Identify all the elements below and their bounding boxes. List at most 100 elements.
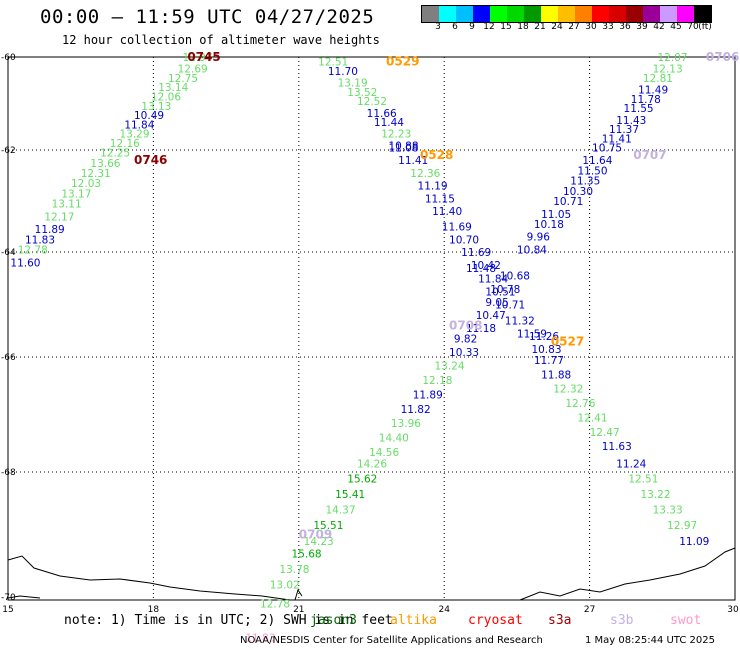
colorbar-label: 36 — [619, 22, 631, 32]
track-label: 0529 — [386, 55, 419, 69]
swh-value: 11.40 — [432, 206, 462, 218]
colorbar-swatch — [575, 6, 592, 22]
swh-value: 10.30 — [563, 186, 593, 198]
swh-value: 12.51 — [628, 473, 658, 485]
swh-value: 9.82 — [454, 334, 477, 346]
swh-value: 11.69 — [461, 247, 491, 259]
swh-value: 12.78 — [260, 598, 290, 610]
colorbar-swatch — [677, 6, 694, 22]
colorbar-swatch — [541, 6, 558, 22]
swh-value: 15.62 — [347, 473, 377, 485]
swh-value: 10.71 — [495, 300, 525, 312]
colorbar-label: 9 — [469, 22, 475, 32]
track-label: 0706 — [706, 50, 739, 64]
swh-value: 11.50 — [577, 165, 607, 177]
colorbar-label: 15 — [500, 22, 512, 32]
colorbar-label: 42 — [653, 22, 665, 32]
colorbar-swatch — [439, 6, 456, 22]
colorbar-swatch — [524, 6, 541, 22]
lat-tick-label: -62 — [1, 146, 16, 156]
colorbar-label: 30 — [585, 22, 597, 32]
swh-value: 10.71 — [553, 196, 583, 208]
swh-value: 13.24 — [435, 361, 465, 373]
colorbar-swatch — [422, 6, 439, 22]
lon-tick-label: 18 — [148, 605, 160, 615]
lat-tick-label: -66 — [1, 353, 16, 363]
satellite-label-jason3: jason3 — [310, 613, 357, 628]
swh-value: 13.96 — [391, 418, 421, 430]
colorbar-label: 39 — [636, 22, 648, 32]
track-label: 0527 — [551, 334, 584, 348]
track-label: 0708 — [449, 319, 482, 333]
swh-value: 14.26 — [357, 458, 387, 470]
swh-value: 14.56 — [369, 447, 399, 459]
swh-value: 11.70 — [328, 66, 358, 78]
colorbar-label: 18 — [517, 22, 529, 32]
swh-value: 9.05 — [485, 297, 508, 309]
lat-tick-label: -60 — [1, 53, 16, 63]
colorbar-label: 12 — [483, 22, 495, 32]
colorbar-swatch — [643, 6, 660, 22]
swh-value: 10.49 — [134, 110, 164, 122]
colorbar — [421, 5, 712, 23]
colorbar-label: 27 — [568, 22, 580, 32]
swh-value: 12.31 — [81, 168, 111, 180]
track-label: 0528 — [420, 148, 453, 162]
colorbar-label: 45 — [670, 22, 682, 32]
track-label: 0709 — [299, 528, 332, 542]
colorbar-swatch — [592, 6, 609, 22]
swh-value: 11.44 — [374, 117, 404, 129]
generated-timestamp: 1 May 08:25:44 UTC 2025 — [585, 635, 715, 646]
swh-value: 11.60 — [10, 258, 40, 270]
swh-value: 11.37 — [609, 124, 639, 136]
swh-value: 12.07 — [657, 52, 687, 64]
page-title: 00:00 — 11:59 UTC 04/27/2025 — [40, 6, 375, 28]
swh-value: 13.66 — [90, 158, 120, 170]
colorbar-swatch — [558, 6, 575, 22]
page-subtitle: 12 hour collection of altimeter wave hei… — [62, 33, 380, 47]
lon-tick-label: 30 — [727, 605, 739, 615]
swh-value: 10.70 — [449, 234, 479, 246]
lat-tick-label: -64 — [1, 248, 16, 258]
swh-value: 12.41 — [577, 412, 607, 424]
swh-value: 13.52 — [347, 87, 377, 99]
swh-value: 15.51 — [313, 520, 343, 532]
swh-value: 12.52 — [357, 96, 387, 108]
swh-value: 11.32 — [505, 315, 535, 327]
satellite-label-altika: altika — [390, 613, 437, 628]
swh-value: 12.97 — [182, 52, 212, 64]
swh-value: 11.89 — [413, 389, 443, 401]
colorbar-label: 6 — [452, 22, 458, 32]
swh-value: 12.51 — [318, 57, 348, 69]
swh-value: 14.23 — [304, 536, 334, 548]
swh-value: 11.63 — [602, 441, 632, 453]
colorbar-label: 33 — [602, 22, 614, 32]
lon-tick-label: 15 — [2, 605, 13, 615]
colorbar-label: 21 — [534, 22, 546, 32]
swh-value: 11.83 — [25, 234, 55, 246]
swh-value: 11.78 — [631, 94, 661, 106]
colorbar-swatch — [490, 6, 507, 22]
colorbar-swatch — [660, 6, 677, 22]
coastline — [519, 547, 736, 601]
colorbar-labels: 3 6 9 12 15 18 21 24 27 30 33 36 39 42 45 70 (ft) — [421, 22, 729, 34]
colorbar-swatch — [694, 6, 711, 22]
swh-value: 11.55 — [624, 103, 654, 115]
swh-value: 11.83 — [245, 633, 275, 645]
swh-value: 15.41 — [335, 489, 365, 501]
swh-value: 13.29 — [119, 129, 149, 141]
swh-value: 10.18 — [534, 219, 564, 231]
swh-value: 13.22 — [640, 489, 670, 501]
swh-value: 12.23 — [381, 129, 411, 141]
colorbar-swatch — [626, 6, 643, 22]
swh-value: 11.89 — [35, 224, 65, 236]
swh-value: 12.32 — [553, 384, 583, 396]
swh-value: 10.51 — [485, 286, 515, 298]
swh-value: 13.02 — [270, 580, 300, 592]
swh-value: 11.41 — [398, 155, 428, 167]
swh-value: 13.17 — [61, 188, 91, 200]
swh-value: 11.35 — [570, 176, 600, 188]
colorbar-swatch — [507, 6, 524, 22]
swh-value: 12.97 — [667, 520, 697, 532]
credit-text: NOAA/NESDIS Center for Satellite Applica… — [240, 635, 543, 646]
